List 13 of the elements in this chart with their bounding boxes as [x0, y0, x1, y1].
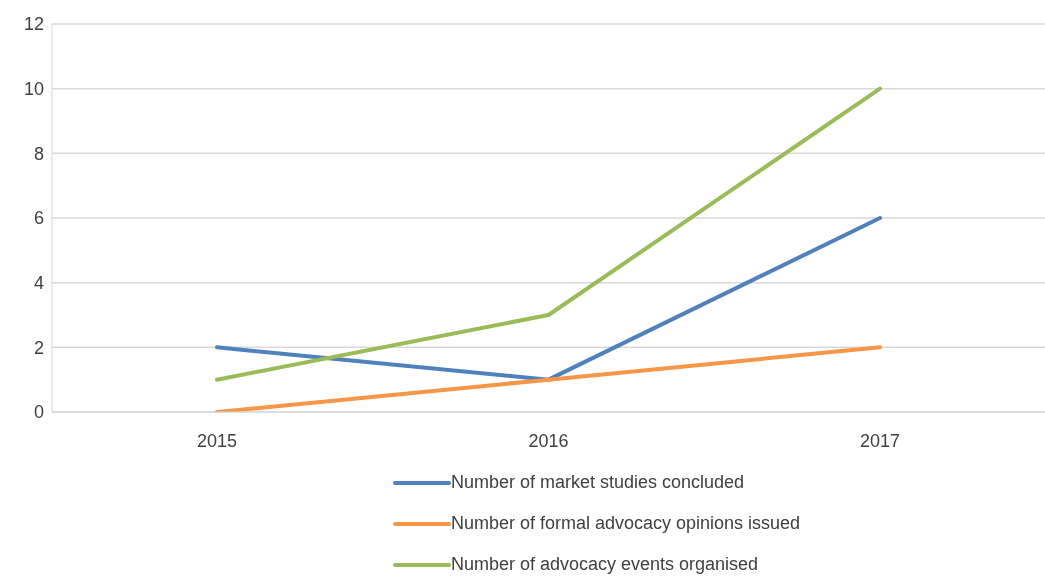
x-tick-label: 2015 — [196, 430, 238, 451]
y-tick-label: 2 — [33, 337, 44, 358]
x-tick-label: 2017 — [859, 430, 901, 451]
y-tick-label: 10 — [23, 79, 44, 100]
y-tick-label: 8 — [33, 143, 44, 164]
y-tick-label: 4 — [33, 273, 44, 294]
y-tick-label: 6 — [33, 208, 44, 229]
x-tick-label: 2016 — [528, 430, 569, 451]
y-tick-label: 12 — [23, 14, 44, 35]
legend-label: Number of advocacy events organised — [450, 554, 759, 575]
legend-label: Number of market studies concluded — [450, 472, 745, 493]
legend-label: Number of formal advocacy opinions issued — [450, 513, 801, 534]
y-tick-label: 0 — [33, 402, 44, 423]
